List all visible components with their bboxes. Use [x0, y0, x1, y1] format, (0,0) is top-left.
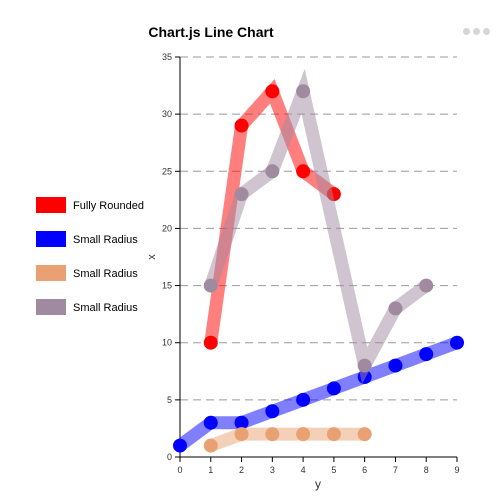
chart-title: Chart.js Line Chart	[148, 24, 274, 40]
y-tick-label: 35	[162, 52, 172, 62]
data-point	[203, 278, 218, 293]
x-tick-label: 4	[301, 465, 306, 475]
series-4	[203, 68, 434, 384]
x-tick-label: 7	[393, 465, 398, 475]
x-tick-label: 5	[331, 465, 336, 475]
data-point	[388, 358, 403, 373]
legend-swatch	[36, 299, 66, 315]
x-tick-label: 6	[362, 465, 367, 475]
data-point	[450, 335, 464, 350]
data-point	[419, 347, 434, 362]
legend-swatch	[36, 231, 66, 247]
axes: 0 5 10 15 20 25 30 35 0 1 2 3 4 5 6 7 8 9	[162, 52, 460, 475]
legend-swatch	[36, 197, 66, 213]
legend-label: Fully Rounded	[73, 200, 144, 212]
x-tick-label: 9	[454, 465, 459, 475]
series-line	[208, 427, 365, 452]
x-tick-label: 3	[270, 465, 275, 475]
legend-label: Small Radius	[73, 302, 138, 314]
data-point	[203, 415, 218, 430]
data-point	[357, 358, 372, 373]
dot-icon	[473, 28, 480, 35]
data-point	[265, 84, 280, 99]
data-point	[234, 118, 249, 133]
y-tick-label: 25	[162, 166, 172, 176]
legend-label: Small Radius	[73, 234, 138, 246]
legend-item: Small Radius	[36, 299, 138, 315]
series-1	[203, 79, 341, 350]
data-point	[265, 404, 280, 419]
x-tick-label: 0	[177, 465, 182, 475]
data-point	[265, 427, 280, 442]
data-point	[388, 301, 403, 316]
y-tick-label: 15	[162, 281, 172, 291]
data-point	[296, 84, 311, 99]
y-tick-label: 30	[162, 109, 172, 119]
x-tick-label: 1	[208, 465, 213, 475]
dot-icon	[463, 28, 470, 35]
y-tick-label: 20	[162, 223, 172, 233]
series-2	[173, 335, 464, 453]
data-point	[296, 392, 311, 407]
y-tick-label: 5	[167, 395, 172, 405]
x-tick-label: 2	[239, 465, 244, 475]
legend: Fully Rounded Small Radius Small Radius Sma…	[36, 197, 144, 315]
data-point	[296, 427, 311, 442]
data-point	[326, 427, 341, 442]
data-point	[357, 427, 372, 442]
more-options-icon[interactable]	[463, 28, 490, 35]
y-tick-label: 0	[167, 452, 172, 462]
data-point	[326, 381, 341, 396]
data-point	[296, 164, 311, 179]
data-point	[265, 164, 280, 179]
series-3	[203, 427, 372, 453]
data-point	[234, 427, 249, 442]
y-tick-label: 10	[162, 338, 172, 348]
series-group	[173, 68, 464, 453]
x-tick-label: 8	[424, 465, 429, 475]
data-point	[203, 438, 218, 453]
legend-item: Fully Rounded	[36, 197, 144, 213]
legend-swatch	[36, 265, 66, 281]
legend-label: Small Radius	[73, 268, 138, 280]
series-line	[176, 336, 460, 451]
data-point	[234, 187, 249, 202]
dot-icon	[483, 28, 490, 35]
data-point	[234, 415, 249, 430]
x-axis-label: y	[315, 477, 321, 491]
data-point	[203, 335, 218, 350]
data-point	[173, 438, 187, 453]
data-point	[419, 278, 434, 293]
legend-item: Small Radius	[36, 231, 138, 247]
legend-item: Small Radius	[36, 265, 138, 281]
y-axis-label: x	[146, 254, 158, 260]
